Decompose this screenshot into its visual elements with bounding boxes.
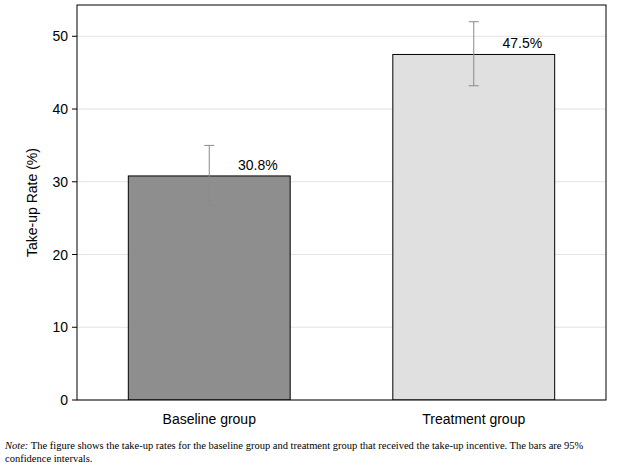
- y-tick-label: 10: [52, 319, 68, 335]
- y-tick: [72, 400, 77, 401]
- chart: 0 10 20 30 40 50 Baseline group Treatment group…: [0, 0, 630, 471]
- note-text: The figure shows the take-up rates for t…: [5, 440, 583, 464]
- data-label: 30.8%: [238, 157, 278, 173]
- bar: [393, 54, 555, 400]
- error-bar: [469, 22, 479, 86]
- error-stem: [473, 22, 474, 86]
- plot-frame: [77, 5, 606, 400]
- y-tick: [72, 181, 77, 182]
- y-tick-label: 50: [52, 28, 68, 44]
- y-tick-label: 0: [60, 392, 68, 408]
- y-tick-label: 40: [52, 101, 68, 117]
- error-cap: [204, 205, 214, 206]
- note-label: Note:: [5, 440, 28, 451]
- bars: [128, 22, 554, 400]
- y-axis-label: Take-up Rate (%): [24, 148, 40, 257]
- y-tick: [72, 327, 77, 328]
- error-bar: [204, 145, 214, 205]
- y-tick: [72, 109, 77, 110]
- y-tick-label: 20: [52, 247, 68, 263]
- x-tick-label: Treatment group: [422, 411, 525, 427]
- data-label: 47.5%: [502, 35, 542, 51]
- error-cap: [204, 145, 214, 146]
- x-tick-label: Baseline group: [163, 411, 257, 427]
- error-cap: [469, 21, 479, 22]
- error-cap: [469, 85, 479, 86]
- note: Note: The figure shows the take-up rates…: [5, 439, 627, 465]
- y-tick: [72, 36, 77, 37]
- error-stem: [209, 145, 210, 205]
- y-tick: [72, 254, 77, 255]
- bar: [128, 176, 290, 400]
- y-tick-label: 30: [52, 174, 68, 190]
- grid: [77, 36, 606, 400]
